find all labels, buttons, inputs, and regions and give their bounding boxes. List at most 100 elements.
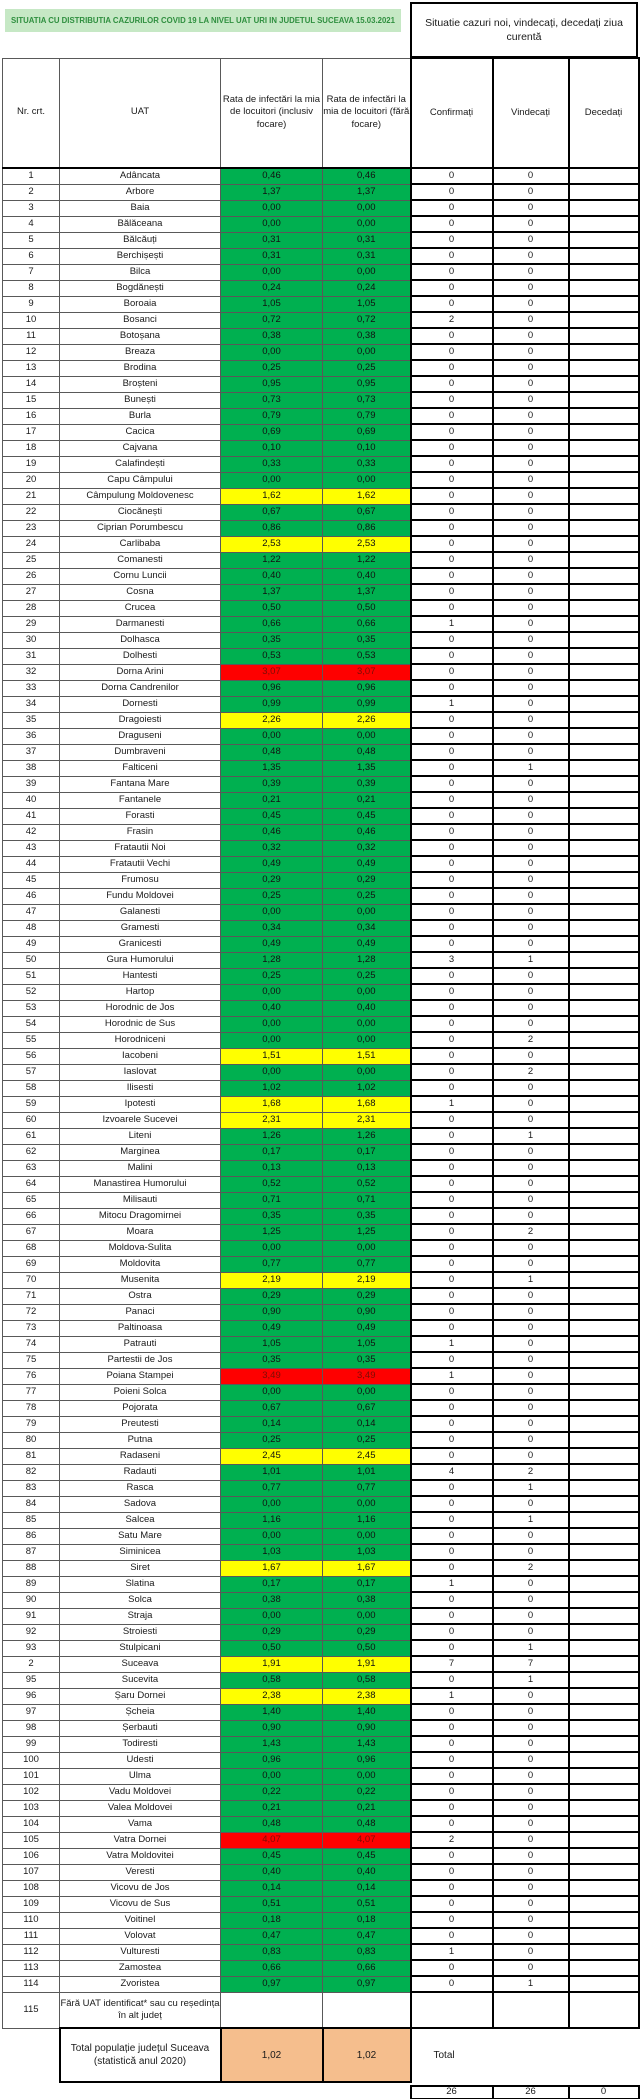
row-number-cell: 60: [2, 1111, 60, 1129]
rate-excl-cell: 0,14: [322, 1415, 411, 1433]
uat-name-cell: Cosna: [59, 583, 221, 601]
confirmed-cell: 0: [409, 775, 494, 793]
uat-row: 2 Suceava 1,91 1,91 7 7: [2, 1655, 640, 1673]
recovered-cell: 0: [491, 1895, 570, 1913]
rate-incl-cell: 0,48: [220, 1815, 323, 1833]
recovered-cell: 0: [491, 1079, 570, 1097]
rate-excl-cell: 0,35: [322, 1207, 411, 1225]
uat-name-cell: Stroiesti: [59, 1623, 221, 1641]
rate-excl-cell: 1,05: [322, 1335, 411, 1353]
uat-name-cell: Partestii de Jos: [59, 1351, 221, 1369]
recovered-cell: 0: [491, 583, 570, 601]
rate-incl-cell: 3,07: [220, 663, 323, 681]
confirmed-cell: 0: [409, 855, 494, 873]
row-number-cell: 14: [2, 375, 60, 393]
confirmed-cell: 0: [409, 871, 494, 889]
rate-incl-cell: 0,34: [220, 919, 323, 937]
deceased-cell: [567, 1175, 640, 1193]
uat-row: 83 Rasca 0,77 0,77 0 1: [2, 1479, 640, 1497]
rate-incl-cell: 0,33: [220, 455, 323, 473]
recovered-cell: 0: [491, 1927, 570, 1945]
rate-excl-cell: 0,40: [322, 999, 411, 1017]
recovered-cell: 1: [491, 951, 570, 969]
rate-incl-cell: 0,22: [220, 1783, 323, 1801]
uat-row: 76 Poiana Stampei 3,49 3,49 1 0: [2, 1367, 640, 1385]
deceased-cell: [567, 167, 640, 185]
row-number-cell: 21: [2, 487, 60, 505]
rate-excl-cell: 0,48: [322, 743, 411, 761]
recovered-cell: 0: [491, 1351, 570, 1369]
row-number-cell: 100: [2, 1751, 60, 1769]
recovered-cell: 0: [491, 1191, 570, 1209]
recovered-cell: 0: [491, 743, 570, 761]
row-number-cell: 6: [2, 247, 60, 265]
rate-incl-cell: 0,58: [220, 1671, 323, 1689]
recovered-cell: 0: [491, 1959, 570, 1977]
rate-incl-cell: 0,53: [220, 647, 323, 665]
deceased-cell: [567, 1831, 640, 1849]
uat-name-cell: Bilca: [59, 263, 221, 281]
deceased-cell: [567, 935, 640, 953]
uat-row: 7 Bilca 0,00 0,00 0 0: [2, 263, 640, 281]
rate-excl-cell: 1,03: [322, 1543, 411, 1561]
rate-excl-cell: 1,35: [322, 759, 411, 777]
recovered-cell: 0: [491, 1143, 570, 1161]
uat-name-cell: Fantanele: [59, 791, 221, 809]
uat-name-cell: Solca: [59, 1591, 221, 1609]
rate-incl-cell: 0,71: [220, 1191, 323, 1209]
confirmed-cell: 3: [409, 951, 494, 969]
rate-incl-cell: 0,97: [220, 1975, 323, 1993]
recovered-cell: 0: [491, 663, 570, 681]
uat-row: 23 Ciprian Porumbescu 0,86 0,86 0 0: [2, 519, 640, 537]
confirmed-cell: 0: [409, 1063, 494, 1081]
rate-incl-cell: 0,00: [220, 983, 323, 1001]
confirmed-cell: 0: [409, 167, 494, 185]
deceased-cell: [567, 871, 640, 889]
recovered-cell: 0: [491, 855, 570, 873]
deceased-cell: [567, 1159, 640, 1177]
deceased-cell: [567, 759, 640, 777]
confirmed-cell: 0: [409, 1159, 494, 1177]
uat-name-cell: Vatra Dornei: [59, 1831, 221, 1849]
row-number-cell: 104: [2, 1815, 60, 1833]
confirmed-cell: 0: [409, 823, 494, 841]
uat-name-cell: Vatra Moldovitei: [59, 1847, 221, 1865]
uat-name-cell: Bosanci: [59, 311, 221, 329]
row-number-cell: 15: [2, 391, 60, 409]
recovered-cell: 0: [491, 1879, 570, 1897]
row-number-cell: 16: [2, 407, 60, 425]
rate-incl-cell: 1,02: [220, 1079, 323, 1097]
confirmed-cell: 0: [409, 1927, 494, 1945]
rate-excl-cell: 0,25: [322, 887, 411, 905]
deceased-cell: [567, 471, 640, 489]
uat-row: 14 Broșteni 0,95 0,95 0 0: [2, 375, 640, 393]
rate-incl-cell: 2,45: [220, 1447, 323, 1465]
rate-excl-cell: 0,29: [322, 871, 411, 889]
confirmed-cell: 0: [409, 1223, 494, 1241]
confirmed-cell: [409, 1991, 494, 2029]
deceased-cell: [567, 999, 640, 1017]
rate-incl-cell: 2,31: [220, 1111, 323, 1129]
uat-row: 35 Dragoiesti 2,26 2,26 0 0: [2, 711, 640, 729]
deceased-cell: [567, 1383, 640, 1401]
row-number-cell: 47: [2, 903, 60, 921]
grand-total-row: 26 26 0: [3, 2085, 640, 2099]
rate-incl-cell: 1,67: [220, 1559, 323, 1577]
uat-row: 32 Dorna Arini 3,07 3,07 0 0: [2, 663, 640, 681]
confirmed-cell: 0: [409, 1527, 494, 1545]
uat-row: 27 Cosna 1,37 1,37 0 0: [2, 583, 640, 601]
confirmed-cell: 0: [409, 711, 494, 729]
rate-excl-cell: 0,86: [322, 519, 411, 537]
deceased-cell: [567, 1239, 640, 1257]
rate-excl-cell: 2,19: [322, 1271, 411, 1289]
row-number-cell: 17: [2, 423, 60, 441]
deceased-cell: [567, 1719, 640, 1737]
rate-excl-cell: 1,37: [322, 183, 411, 201]
rate-incl-cell: 0,21: [220, 1799, 323, 1817]
deceased-cell: [567, 1559, 640, 1577]
rate-excl-cell: 1,43: [322, 1735, 411, 1753]
recovered-cell: 0: [491, 1047, 570, 1065]
recovered-cell: 1: [491, 1975, 570, 1993]
uat-name-cell: Liteni: [59, 1127, 221, 1145]
rate-incl-cell: 0,00: [220, 727, 323, 745]
